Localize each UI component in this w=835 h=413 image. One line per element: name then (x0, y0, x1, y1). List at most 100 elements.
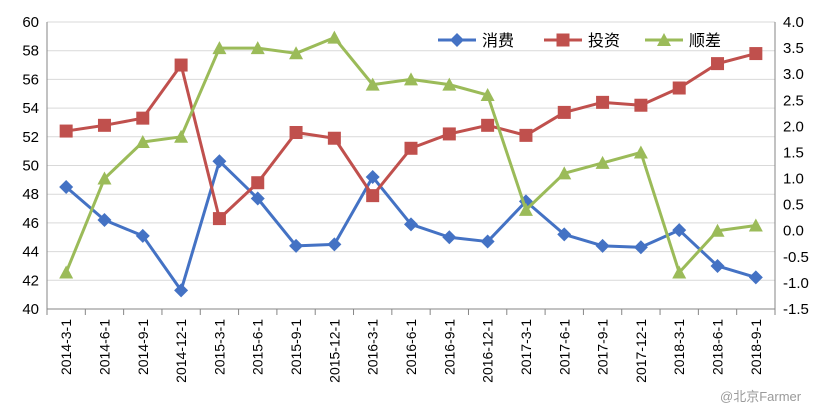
data-point (442, 127, 456, 141)
data-point (480, 88, 495, 102)
data-point (174, 129, 189, 143)
data-point (672, 265, 687, 279)
data-point (557, 105, 571, 119)
left-tick-label: 40 (22, 301, 39, 318)
data-point (327, 237, 342, 252)
data-point (97, 171, 112, 185)
data-point (174, 58, 188, 72)
right-tick-label: 0.0 (783, 223, 804, 240)
data-point (519, 128, 533, 142)
right-tick-label: 2.5 (783, 92, 804, 109)
x-tick-label: 2016-12-1 (480, 319, 496, 383)
legend-item: 顺差 (645, 31, 721, 50)
x-tick-label: 2018-3-1 (671, 319, 687, 375)
data-point (135, 228, 150, 243)
data-point (481, 118, 495, 132)
data-point (596, 95, 610, 109)
series-2 (59, 47, 763, 226)
left-tick-label: 58 (22, 43, 39, 60)
legend-marker (657, 33, 671, 46)
axes (46, 22, 776, 310)
left-tick-label: 42 (22, 272, 39, 289)
x-tick-label: 2014-9-1 (135, 319, 151, 375)
data-point (518, 202, 533, 216)
x-tick-label: 2016-3-1 (365, 319, 381, 375)
data-point (251, 176, 265, 190)
data-point (212, 41, 227, 55)
x-tick-label: 2014-12-1 (173, 319, 189, 383)
left-tick-label: 50 (22, 158, 39, 175)
data-point (366, 189, 380, 203)
x-tick-label: 2015-9-1 (288, 319, 304, 375)
gridlines (47, 21, 775, 310)
x-tick-label: 2014-6-1 (96, 319, 112, 375)
data-point (289, 125, 303, 139)
x-tick-label: 2017-6-1 (556, 319, 572, 375)
data-point (711, 57, 725, 71)
data-point (327, 131, 341, 145)
left-tick-label: 60 (22, 14, 39, 31)
data-point (365, 169, 380, 184)
data-point (633, 240, 648, 255)
right-tick-label: 1.0 (783, 171, 804, 188)
data-point (135, 135, 150, 149)
data-point (595, 155, 610, 169)
right-tick-label: 4.0 (783, 14, 804, 31)
data-point (480, 234, 495, 249)
data-point (749, 47, 763, 61)
data-point (289, 238, 304, 253)
data-point (97, 118, 111, 132)
left-tick-label: 54 (22, 100, 39, 117)
data-point (59, 124, 73, 138)
data-point (59, 180, 74, 195)
left-tick-label: 46 (22, 215, 39, 232)
right-tick-label: -0.5 (783, 249, 809, 266)
data-point (442, 230, 457, 245)
x-tick-label: 2018-6-1 (710, 319, 726, 375)
data-point (404, 141, 418, 155)
data-point (59, 265, 74, 279)
x-axis-ticks: 2014-3-1 2014-6-1 2014-9-1 2014-12-1 2015-3-… (46, 309, 776, 383)
right-tick-label: -1.5 (783, 301, 809, 318)
legend-item: 消费 (438, 31, 514, 50)
left-tick-label: 52 (22, 129, 39, 146)
x-tick-label: 2015-6-1 (250, 319, 266, 375)
data-point (595, 238, 610, 253)
data-point (633, 145, 648, 159)
data-point (672, 223, 687, 238)
legend-label: 投资 (588, 31, 620, 50)
data-point (748, 218, 763, 232)
data-point (289, 46, 304, 60)
x-tick-label: 2014-3-1 (58, 319, 74, 375)
x-tick-label: 2016-9-1 (441, 319, 457, 375)
x-tick-label: 2017-3-1 (518, 319, 534, 375)
left-tick-label: 56 (22, 71, 39, 88)
legend-marker (450, 33, 464, 47)
data-point (365, 77, 380, 91)
x-tick-label: 2018-9-1 (748, 319, 764, 375)
data-point (97, 213, 112, 228)
x-tick-label: 2017-9-1 (595, 319, 611, 375)
legend: 消费 投资 顺差 (438, 31, 721, 50)
right-tick-label: -1.0 (783, 275, 809, 292)
data-point (404, 72, 418, 86)
right-tick-label: 2.0 (783, 118, 804, 135)
data-point (174, 283, 189, 298)
left-y-axis-ticks: 60 58 56 54 52 50 48 46 44 42 40 (22, 14, 39, 318)
left-tick-label: 44 (22, 244, 39, 261)
data-point (212, 212, 226, 226)
legend-label: 顺差 (689, 31, 721, 50)
data-point (250, 191, 265, 206)
data-point (327, 30, 342, 44)
right-tick-label: 3.5 (783, 40, 804, 57)
right-tick-label: 1.5 (783, 144, 804, 161)
data-point (212, 154, 227, 169)
legend-marker (556, 33, 570, 47)
legend-item: 投资 (544, 31, 620, 50)
right-tick-label: 3.0 (783, 66, 804, 83)
data-point (634, 98, 648, 112)
data-point (404, 217, 418, 232)
data-point (442, 77, 457, 91)
right-tick-label: 0.5 (783, 197, 804, 214)
